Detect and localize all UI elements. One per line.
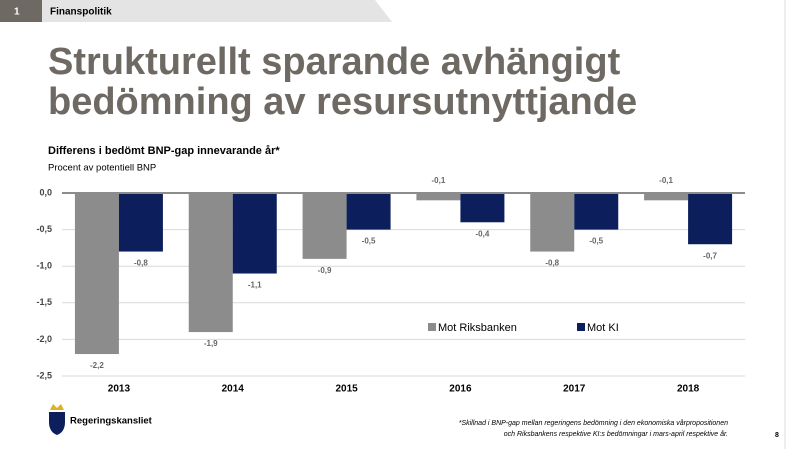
legend-label: Mot Riksbanken: [438, 322, 517, 334]
bar: [644, 193, 689, 201]
bar: [530, 193, 575, 252]
x-tick-label: 2016: [449, 384, 472, 395]
legend-swatch: [428, 323, 436, 331]
y-tick-label: -2,0: [36, 334, 52, 344]
x-tick-label: 2014: [222, 384, 245, 395]
y-tick-label: -0,5: [36, 224, 52, 234]
chart-title: Differens i bedömt BNP-gap innevarande å…: [48, 145, 280, 157]
y-tick-label: -1,5: [36, 297, 52, 307]
y-tick-label: -2,5: [36, 370, 52, 380]
value-label: -0,9: [318, 266, 332, 275]
y-tick-label: 0,0: [39, 187, 52, 197]
bar: [188, 193, 233, 333]
legend-label: Mot KI: [587, 322, 619, 334]
y-axis-label: Procent av potentiell BNP: [48, 163, 156, 174]
bar: [574, 193, 619, 230]
bar: [118, 193, 163, 252]
footnote: *Skillnad i BNP-gap mellan regeringens b…: [459, 419, 728, 427]
section-number: 1: [14, 7, 20, 18]
bar: [416, 193, 461, 201]
value-label: -0,1: [432, 176, 446, 185]
value-label: -0,5: [589, 237, 603, 246]
section-title: Finanspolitik: [50, 7, 112, 18]
heading: Strukturellt sparande avhängigt bedömnin…: [48, 41, 638, 123]
value-label: -0,1: [659, 176, 673, 185]
legend-swatch: [577, 323, 585, 331]
bar: [232, 193, 277, 274]
logo-text: Regeringskansliet: [70, 416, 153, 427]
logo: [49, 404, 65, 435]
x-tick-label: 2015: [335, 384, 358, 395]
bar: [346, 193, 391, 230]
value-label: -1,1: [248, 281, 262, 290]
value-label: -1,9: [204, 339, 218, 348]
bar: [460, 193, 505, 223]
bar: [302, 193, 347, 259]
section-bar: [0, 0, 392, 22]
section-box: [0, 0, 42, 22]
x-tick-label: 2017: [563, 384, 586, 395]
value-label: -0,4: [476, 229, 490, 238]
y-tick-label: -1,0: [36, 261, 52, 271]
value-label: -0,8: [545, 259, 559, 268]
bar: [74, 193, 119, 355]
footnote: och Riksbankens respektive KI:s bedömnin…: [504, 430, 728, 438]
bar: [688, 193, 733, 245]
value-label: -2,2: [90, 361, 104, 370]
x-tick-label: 2013: [108, 384, 131, 395]
value-label: -0,5: [362, 237, 376, 246]
value-label: -0,8: [134, 259, 148, 268]
value-label: -0,7: [703, 251, 717, 260]
page-number: 8: [775, 432, 779, 439]
x-tick-label: 2018: [677, 384, 700, 395]
